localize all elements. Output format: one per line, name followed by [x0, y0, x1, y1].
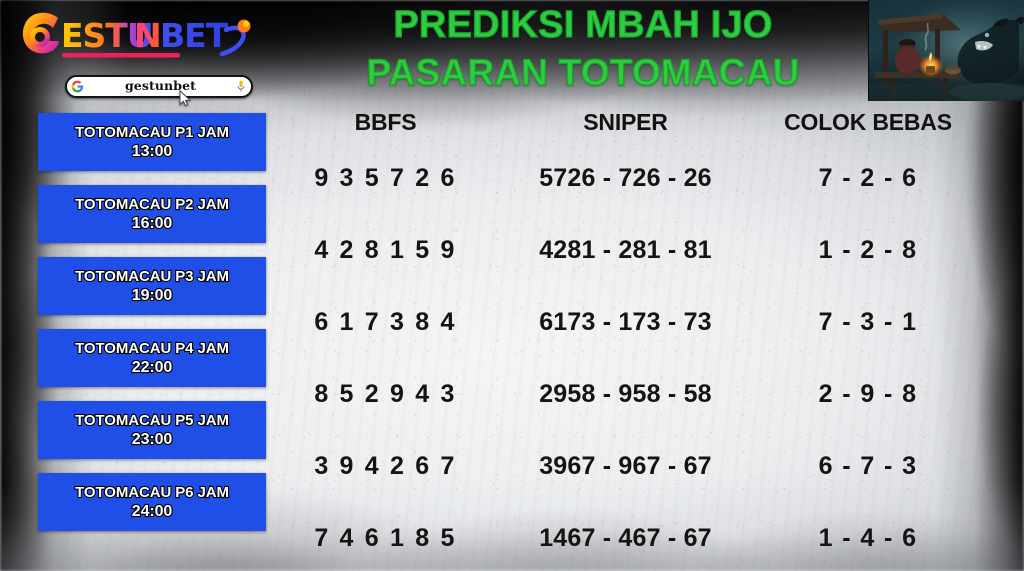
prediction-table: BBFS SNIPER COLOK BEBAS 9 3 5 7 2 6 5726…: [278, 108, 978, 552]
market-name: TOTOMACAU P1 JAM: [74, 123, 230, 142]
cell-sniper: 4281 - 281 - 81: [539, 236, 712, 264]
cell-sniper: 3967 - 967 - 67: [539, 452, 712, 480]
cell-bbfs: 9 3 5 7 2 6: [314, 164, 457, 192]
market-chip-p3[interactable]: TOTOMACAU P3 JAM 19:00: [38, 257, 266, 315]
cell-sniper: 6173 - 173 - 73: [539, 308, 712, 336]
title-line-1: PREDIKSI MBAH IJO: [393, 3, 773, 46]
table-row: 7 4 6 1 8 5 1467 - 467 - 67 1 - 4 - 6: [278, 502, 978, 571]
cell-colok: 1 - 4 - 6: [818, 524, 918, 552]
market-chip-p1[interactable]: TOTOMACAU P1 JAM 13:00: [38, 113, 266, 171]
market-chip-p6[interactable]: TOTOMACAU P6 JAM 24:00: [38, 473, 266, 531]
cell-colok: 1 - 2 - 8: [818, 236, 918, 264]
gestunbet-wordmark: ESTU N BET: [16, 6, 264, 64]
market-time: 19:00: [131, 286, 174, 305]
cell-bbfs: 3 9 4 2 6 7: [314, 452, 457, 480]
title-line-2: PASARAN TOTOMACAU: [366, 51, 800, 93]
market-list: TOTOMACAU P1 JAM 13:00 TOTOMACAU P2 JAM …: [38, 113, 266, 543]
background-top-smoke: [0, 0, 1024, 135]
market-time: 23:00: [131, 430, 174, 449]
market-chip-p2[interactable]: TOTOMACAU P2 JAM 16:00: [38, 185, 266, 243]
cell-sniper: 5726 - 726 - 26: [539, 164, 712, 192]
column-header-colok-bebas: COLOK BEBAS: [784, 109, 952, 135]
cell-bbfs: 6 1 7 3 8 4: [314, 308, 457, 336]
column-header-bbfs: BBFS: [354, 109, 417, 135]
microphone-icon[interactable]: [237, 80, 245, 93]
cell-sniper: 1467 - 467 - 67: [539, 524, 712, 552]
market-name: TOTOMACAU P5 JAM: [74, 411, 230, 430]
cell-bbfs: 8 5 2 9 4 3: [314, 380, 457, 408]
page-title: PREDIKSI MBAH IJO PASARAN TOTOMACAU: [300, 2, 866, 104]
mystic-tiger-artwork: [868, 0, 1024, 101]
cell-colok: 2 - 9 - 8: [818, 380, 918, 408]
mouse-cursor-icon: [179, 89, 192, 107]
table-row: 9 3 5 7 2 6 5726 - 726 - 26 7 - 2 - 6: [278, 142, 978, 214]
table-row: 6 1 7 3 8 4 6173 - 173 - 73 7 - 3 - 1: [278, 286, 978, 358]
market-chip-p4[interactable]: TOTOMACAU P4 JAM 22:00: [38, 329, 266, 387]
cell-colok: 7 - 2 - 6: [818, 164, 918, 192]
svg-text:N: N: [134, 16, 161, 55]
market-time: 13:00: [131, 142, 174, 161]
market-time: 16:00: [131, 214, 174, 233]
google-g-icon: [71, 80, 84, 93]
cell-bbfs: 4 2 8 1 5 9: [314, 236, 457, 264]
google-search-bar[interactable]: gestunbet: [65, 75, 253, 98]
market-chip-p5[interactable]: TOTOMACAU P5 JAM 23:00: [38, 401, 266, 459]
cell-colok: 7 - 3 - 1: [818, 308, 918, 336]
market-name: TOTOMACAU P2 JAM: [74, 195, 230, 214]
cell-bbfs: 7 4 6 1 8 5: [314, 524, 457, 552]
cell-sniper: 2958 - 958 - 58: [539, 380, 712, 408]
market-time: 22:00: [131, 358, 174, 377]
brand-logo-block[interactable]: ESTU N BET gestunbet: [16, 6, 266, 107]
cell-colok: 6 - 7 - 3: [818, 452, 918, 480]
search-input[interactable]: gestunbet: [124, 77, 197, 93]
svg-text:BET: BET: [160, 16, 229, 55]
market-name: TOTOMACAU P4 JAM: [74, 339, 230, 358]
svg-text:ESTU: ESTU: [61, 16, 153, 55]
market-time: 24:00: [131, 502, 174, 521]
market-name: TOTOMACAU P3 JAM: [74, 267, 230, 286]
table-row: 4 2 8 1 5 9 4281 - 281 - 81 1 - 2 - 8: [278, 214, 978, 286]
column-header-sniper: SNIPER: [583, 109, 668, 135]
table-header-row: BBFS SNIPER COLOK BEBAS: [278, 108, 978, 142]
market-name: TOTOMACAU P6 JAM: [74, 483, 230, 502]
table-row: 8 5 2 9 4 3 2958 - 958 - 58 2 - 9 - 8: [278, 358, 978, 430]
table-row: 3 9 4 2 6 7 3967 - 967 - 67 6 - 7 - 3: [278, 430, 978, 502]
